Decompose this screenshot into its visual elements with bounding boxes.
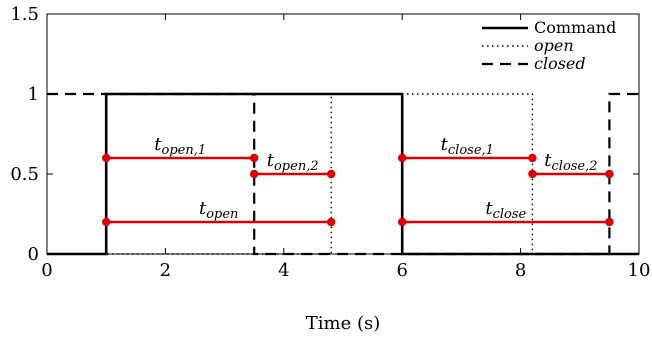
x-axis-ticks: 0 2 4 6 8 10 (41, 14, 650, 281)
y-tick-label: 1 (28, 84, 39, 105)
y-tick-label: 0.5 (10, 164, 39, 185)
annotation-marker-end-t_close (605, 217, 614, 227)
annotation-marker-start-t_close_1 (398, 153, 407, 163)
x-tick-label: 10 (628, 260, 651, 281)
annotation-marker-end-t_close_1 (528, 153, 537, 163)
annotation-label-base: t (544, 150, 552, 171)
legend-label-command: Command (534, 18, 616, 37)
annotation-marker-start-t_open_2 (250, 169, 259, 179)
annotation-marker-end-t_close_2 (605, 169, 614, 179)
annotation-label-t_open_1: topen,1 (154, 134, 206, 158)
annotation-label-base: t (199, 198, 207, 219)
y-tick-label: 1.5 (10, 4, 39, 25)
annotation-label-t_close: tclose (485, 198, 526, 222)
annotation-marker-end-t_open_2 (326, 169, 336, 179)
legend-label-open: open (534, 36, 574, 55)
annotation-label-subscript: close (493, 207, 527, 222)
annotation-label-base: t (267, 150, 275, 171)
annotation-marker-start-t_close (398, 217, 407, 227)
annotation-label-subscript: open (206, 207, 238, 222)
x-axis-label: Time (s) (306, 313, 381, 334)
x-tick-label: 2 (160, 260, 171, 281)
annotation-label-base: t (441, 134, 449, 155)
annotation-label-base: t (154, 134, 162, 155)
annotation-label-t_open: topen (199, 198, 238, 222)
annotation-marker-end-t_open_1 (250, 153, 259, 163)
annotation-marker-start-t_open (102, 217, 111, 227)
y-tick-label: 0 (28, 244, 39, 265)
x-tick-label: 0 (41, 260, 52, 281)
annotation-label-base: t (485, 198, 493, 219)
annotation-label-t_close_2: tclose,2 (544, 150, 597, 174)
annotation-label-subscript: close,1 (448, 143, 494, 158)
annotation-marker-start-t_open_1 (102, 153, 111, 163)
annotation-label-subscript: open,1 (162, 143, 207, 158)
annotation-label-subscript: open,2 (274, 159, 319, 174)
legend-label-closed: closed (534, 54, 586, 73)
x-tick-label: 6 (396, 260, 407, 281)
annotation-marker-end-t_open (326, 217, 336, 227)
annotation-label-t_open_2: topen,2 (267, 150, 319, 174)
x-tick-label: 8 (515, 260, 526, 281)
annotation-marker-start-t_close_2 (528, 169, 537, 179)
y-axis-ticks: 0 0.5 1 1.5 (10, 4, 639, 265)
annotation-label-t_close_1: tclose,1 (441, 134, 494, 158)
plot-frame (46, 13, 640, 255)
x-tick-label: 4 (278, 260, 289, 281)
annotation-label-subscript: close,2 (552, 159, 598, 174)
